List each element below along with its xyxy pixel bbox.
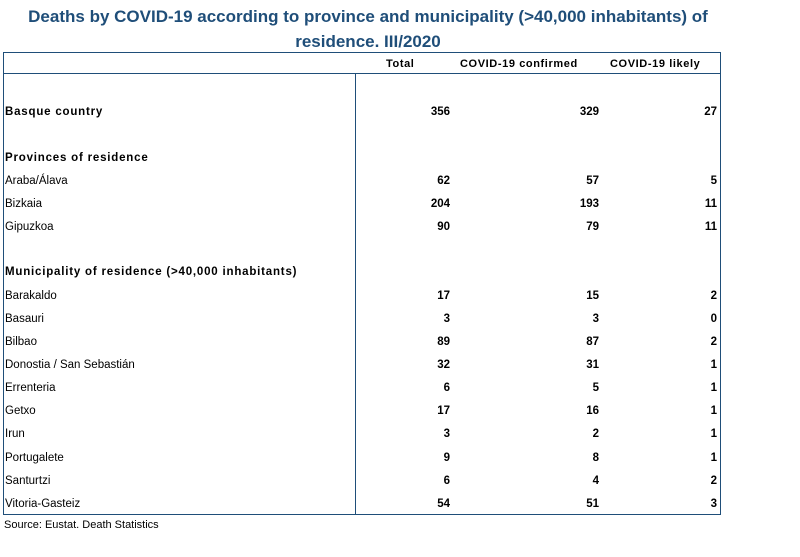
cell-likely: 0 xyxy=(710,313,717,325)
table-row: Gipuzkoa 90 79 11 xyxy=(0,221,800,241)
table-row: Bilbao 89 87 2 xyxy=(0,336,800,356)
source-note: Source: Eustat. Death Statistics xyxy=(4,519,159,531)
row-label: Getxo xyxy=(5,405,36,417)
cell-confirmed: 57 xyxy=(586,175,599,187)
cell-likely: 1 xyxy=(710,359,717,371)
cell-confirmed: 8 xyxy=(592,452,599,464)
cell-confirmed: 87 xyxy=(586,336,599,348)
header-divider xyxy=(3,73,721,74)
cell-confirmed: 31 xyxy=(586,359,599,371)
column-header-likely: COVID-19 likely xyxy=(610,58,701,70)
section-provinces: Provinces of residence xyxy=(0,152,800,172)
table-row: Basauri 3 3 0 xyxy=(0,313,800,333)
row-label: Bilbao xyxy=(5,336,37,348)
table-frame xyxy=(3,52,721,515)
row-label: Basauri xyxy=(5,313,44,325)
row-label: Irun xyxy=(5,428,25,440)
cell-total: 204 xyxy=(430,198,450,210)
table-title: Deaths by COVID-19 according to province… xyxy=(0,4,736,54)
table-row: Portugalete 9 8 1 xyxy=(0,452,800,472)
section-label: Provinces of residence xyxy=(5,152,149,164)
table-row: Barakaldo 17 15 2 xyxy=(0,290,800,310)
table-row: Santurtzi 6 4 2 xyxy=(0,475,800,495)
row-label: Gipuzkoa xyxy=(5,221,54,233)
row-label: Portugalete xyxy=(5,452,64,464)
cell-likely: 5 xyxy=(710,175,717,187)
cell-confirmed: 4 xyxy=(592,475,599,487)
row-label: Bizkaia xyxy=(5,198,43,210)
table-row: Araba/Álava 62 57 5 xyxy=(0,175,800,195)
cell-likely: 1 xyxy=(710,405,717,417)
cell-confirmed: 51 xyxy=(586,498,599,510)
row-label: Santurtzi xyxy=(5,475,51,487)
table-row: Vitoria-Gasteiz 54 51 3 xyxy=(0,498,800,518)
cell-likely: 11 xyxy=(704,198,717,210)
section-municipalities: Municipality of residence (>40,000 inhab… xyxy=(0,266,800,286)
title-line-2: residence. III/2020 xyxy=(295,32,441,51)
table-row: Bizkaia 204 193 11 xyxy=(0,198,800,218)
cell-total: 6 xyxy=(443,475,450,487)
cell-total: 17 xyxy=(437,290,450,302)
cell-confirmed: 16 xyxy=(586,405,599,417)
cell-likely: 3 xyxy=(710,498,717,510)
cell-total: 62 xyxy=(437,175,450,187)
cell-total: 17 xyxy=(437,405,450,417)
cell-total: 3 xyxy=(443,428,450,440)
column-header-total: Total xyxy=(386,58,415,70)
cell-likely: 1 xyxy=(710,452,717,464)
title-line-1: Deaths by COVID-19 according to province… xyxy=(28,7,708,26)
column-divider xyxy=(355,73,356,515)
cell-likely: 1 xyxy=(710,382,717,394)
cell-total: 356 xyxy=(430,106,450,118)
cell-total: 54 xyxy=(437,498,450,510)
table-row: Errenteria 6 5 1 xyxy=(0,382,800,402)
cell-confirmed: 3 xyxy=(592,313,599,325)
row-label: Araba/Álava xyxy=(5,175,68,187)
cell-confirmed: 5 xyxy=(592,382,599,394)
cell-total: 6 xyxy=(443,382,450,394)
table-row: Donostia / San Sebastián 32 31 1 xyxy=(0,359,800,379)
cell-likely: 11 xyxy=(704,221,717,233)
row-label: Errenteria xyxy=(5,382,56,394)
cell-confirmed: 15 xyxy=(586,290,599,302)
cell-total: 32 xyxy=(437,359,450,371)
cell-total: 89 xyxy=(437,336,450,348)
cell-likely: 2 xyxy=(710,290,717,302)
cell-likely: 2 xyxy=(710,336,717,348)
cell-confirmed: 193 xyxy=(579,198,599,210)
table-row: Irun 3 2 1 xyxy=(0,428,800,448)
table-row: Getxo 17 16 1 xyxy=(0,405,800,425)
row-label: Donostia / San Sebastián xyxy=(5,359,135,371)
row-label: Barakaldo xyxy=(5,290,57,302)
section-label: Municipality of residence (>40,000 inhab… xyxy=(5,266,298,278)
cell-total: 90 xyxy=(437,221,450,233)
cell-likely: 2 xyxy=(710,475,717,487)
cell-confirmed: 79 xyxy=(586,221,599,233)
cell-likely: 27 xyxy=(704,106,717,118)
row-basque-country: Basque country 356 329 27 xyxy=(0,106,800,126)
cell-likely: 1 xyxy=(710,428,717,440)
cell-total: 9 xyxy=(443,452,450,464)
cell-total: 3 xyxy=(443,313,450,325)
row-label: Basque country xyxy=(5,106,104,118)
cell-confirmed: 329 xyxy=(579,106,599,118)
column-header-confirmed: COVID-19 confirmed xyxy=(460,58,578,70)
row-label: Vitoria-Gasteiz xyxy=(5,498,81,510)
cell-confirmed: 2 xyxy=(592,428,599,440)
